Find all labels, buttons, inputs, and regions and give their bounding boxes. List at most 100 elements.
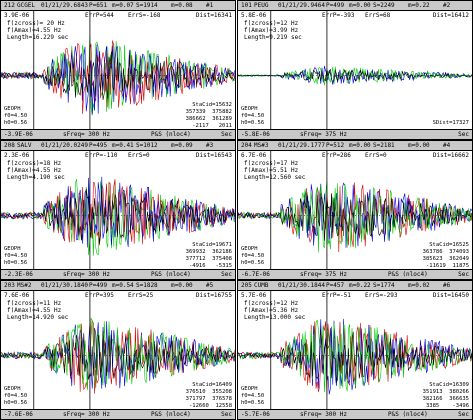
station-index: 205	[241, 282, 252, 289]
panel-footer: -7.6E-06 sFreq= 300 Hz P&S (nloc4) Sec	[1, 409, 235, 419]
waveform-trace	[238, 68, 472, 82]
station-code: PEUG	[254, 2, 269, 9]
s-pick: S=1774	[373, 282, 395, 289]
waveform-plot[interactable]	[238, 151, 472, 270]
trace-length: Length=13.000 sec	[244, 314, 306, 321]
p-error: ErrP=-51	[322, 292, 351, 299]
event-time: 01/21/29.6843	[41, 2, 88, 9]
p-pick: P=512	[326, 142, 345, 149]
pick-mode: P&S (nloc4)	[388, 271, 428, 278]
s-error: ErrS=0	[128, 152, 150, 159]
pick-mode: P&S (nloc4)	[388, 411, 428, 418]
station-stat-row: 351913 380266	[422, 389, 469, 395]
station-stat-row: 371797 376578	[185, 396, 232, 402]
s-error: ErrS=-168	[128, 12, 161, 19]
panel-footer: -3.9E-06 sFreq= 300 Hz P&S (nloc4) Sec	[1, 129, 235, 139]
seismogram-panel[interactable]: 101 PEUG 01/21/29.9464 P=499 m=0.00 S=2249 m=0…	[237, 0, 473, 140]
amplitude-top: 2.3E-06	[4, 152, 30, 159]
trace-length: Length=12.560 sec	[244, 174, 306, 181]
natural-frequency: f0=4.50	[241, 253, 265, 259]
waveform-plot[interactable]	[238, 291, 472, 410]
station-code: SALV	[17, 142, 32, 149]
event-time: 01/21/29.1777	[278, 142, 325, 149]
waveform-plot[interactable]	[238, 11, 472, 130]
time-unit: Sec	[458, 131, 469, 138]
station-id: StaCid=19671	[192, 242, 232, 248]
sample-frequency: sFreq= 375 Hz	[300, 131, 347, 138]
station-id: StaCid=15632	[192, 102, 232, 108]
panel-header: 203 MS#2 01/21/30.1840 P=499 m=0.54 S=1828 m=0…	[1, 281, 235, 291]
amplitude-bottom: -5.8E-06	[241, 131, 270, 138]
s-pick: S=2249	[373, 2, 395, 9]
station-code: CUMB	[254, 282, 269, 289]
s-pick: S=1012	[136, 142, 158, 149]
station-stat-row: 363786 374093	[422, 249, 469, 255]
distance: Dist=16341	[195, 12, 232, 19]
time-unit: Sec	[458, 411, 469, 418]
panel-footer: -2.3E-06 sFreq= 300 Hz P&S (nloc4) Sec	[1, 269, 235, 279]
waveform-plot[interactable]	[1, 291, 235, 410]
panel-number: #4	[443, 142, 451, 149]
trace-length: Length=16.229 sec	[7, 34, 69, 41]
p-pick: P=457	[326, 282, 345, 289]
s-pick: S=1828	[136, 282, 158, 289]
s-error: ErrS=0	[365, 152, 387, 159]
panel-header: 101 PEUG 01/21/29.9464 P=499 m=0.00 S=2249 m=0…	[238, 1, 472, 11]
panel-number: #5	[206, 282, 214, 289]
geophone-label: GEOPH	[4, 246, 21, 252]
p-error: ErrP=395	[85, 292, 114, 299]
event-time: 01/21/30.1840	[41, 282, 88, 289]
natural-frequency: f0=4.50	[4, 253, 28, 259]
panel-number: #3	[206, 142, 214, 149]
p-magnitude: m=0.22	[349, 282, 371, 289]
distance: Dist=16662	[432, 152, 469, 159]
s-error: ErrS=25	[128, 292, 154, 299]
geophone-label: GEOPH	[241, 106, 258, 112]
seismogram-panel[interactable]: 204 MS#3 01/21/29.1777 P=512 m=0.00 S=2181 m=0…	[237, 140, 473, 280]
p-pick: P=651	[89, 2, 108, 9]
s-error: ErrS=-293	[365, 292, 398, 299]
seismogram-panel[interactable]: 208 SALV 01/21/20.0249 P=495 m=0.41 S=1012 m=0…	[0, 140, 236, 280]
p-magnitude: m=0.07	[112, 2, 134, 9]
waveform-trace	[1, 188, 235, 244]
sample-frequency: sFreq= 300 Hz	[63, 271, 110, 278]
s-magnitude: m=0.22	[408, 2, 430, 9]
waveform-trace	[238, 182, 472, 253]
amplitude-top: 7.6E-06	[4, 292, 30, 299]
seismogram-panel[interactable]: 203 MS#2 01/21/30.1840 P=499 m=0.54 S=1828 m=0…	[0, 280, 236, 420]
waveform-trace	[238, 66, 472, 86]
station-stat-row: 385623 362049	[422, 256, 469, 262]
trace-length: Length=9.219 sec	[244, 34, 302, 41]
station-stat-row: 3385 -3496	[425, 403, 469, 409]
amplitude-top: 6.7E-06	[241, 152, 267, 159]
amplitude-top: 5.8E-06	[241, 12, 267, 19]
station-id: SDist=17327	[432, 120, 469, 126]
geophone-label: GEOPH	[241, 386, 258, 392]
station-index: 208	[4, 142, 15, 149]
station-id: StaCid=16309	[429, 382, 469, 388]
waveform-trace	[1, 317, 235, 391]
pick-mode: P&S (nloc4)	[151, 271, 191, 278]
time-unit: Sec	[221, 271, 232, 278]
station-index: 212	[4, 2, 15, 9]
panel-footer: -6.7E-06 sFreq= 375 Hz P&S (nloc4) Sec	[238, 269, 472, 279]
sample-frequency: sFreq= 300 Hz	[300, 411, 347, 418]
station-index: 101	[241, 2, 252, 9]
amplitude-bottom: -6.7E-06	[241, 271, 270, 278]
seismogram-panel[interactable]: 212 GCGEL 01/21/29.6843 P=651 m=0.07 S=1914 m=…	[0, 0, 236, 140]
sample-frequency: sFreq= 300 Hz	[63, 411, 110, 418]
trace-length: Length=14.920 sec	[7, 314, 69, 321]
damping: h0=0.56	[4, 120, 28, 126]
waveform-plot[interactable]	[1, 11, 235, 130]
s-pick: S=1914	[136, 2, 158, 9]
waveform-plot[interactable]	[1, 151, 235, 270]
s-magnitude: m=0.02	[408, 282, 430, 289]
seismogram-panel[interactable]: 205 CUMB 01/21/30.1844 P=457 m=0.22 S=1774 m=0…	[237, 280, 473, 420]
natural-frequency: f0=4.50	[4, 393, 28, 399]
damping: h0=0.56	[241, 400, 265, 406]
station-stat-row: -4916 -5315	[188, 263, 232, 269]
waveform-trace	[238, 193, 472, 241]
amax-frequency: f(Amax)=4.55 Hz	[7, 167, 62, 174]
geophone-label: GEOPH	[4, 106, 21, 112]
